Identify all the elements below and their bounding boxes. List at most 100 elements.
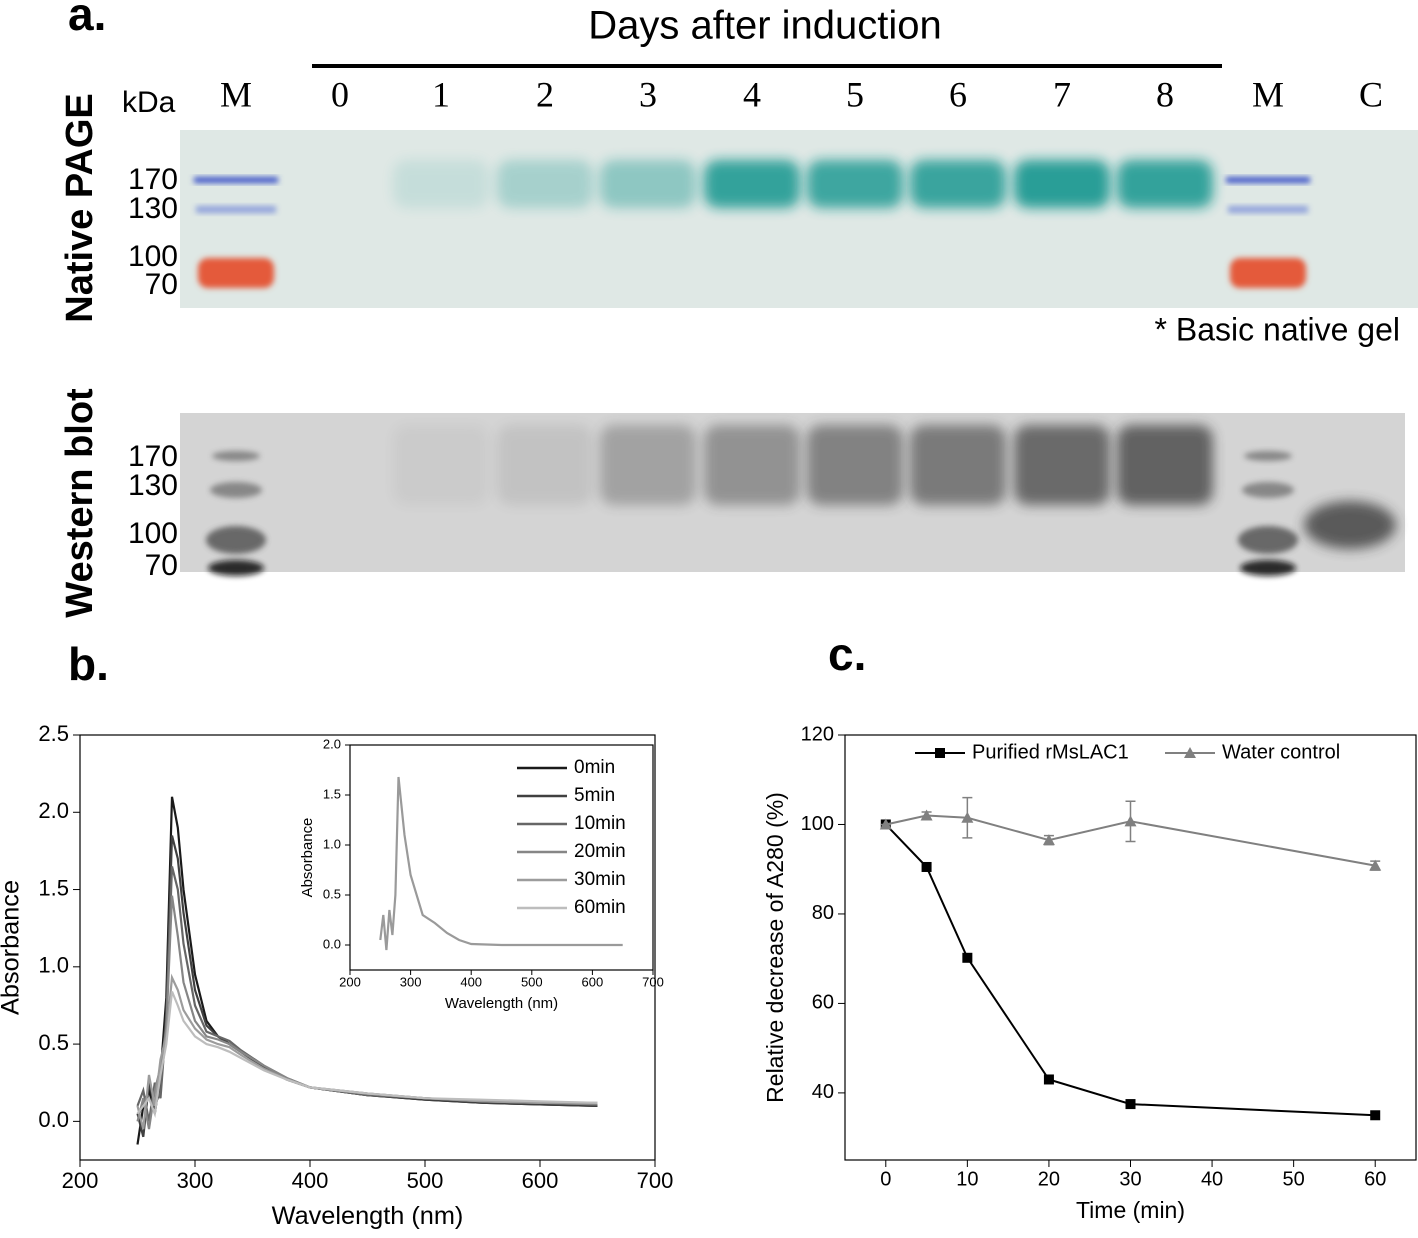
marker-label: 70 <box>145 549 178 582</box>
x-tick-label: 500 <box>521 974 543 989</box>
band <box>600 425 696 505</box>
marker <box>921 861 932 872</box>
marker-label: 100 <box>128 517 178 550</box>
x-tick-label: 400 <box>292 1168 329 1193</box>
x-tick-label: 300 <box>177 1168 214 1193</box>
marker <box>1184 747 1196 758</box>
y-tick-label: 0.0 <box>38 1107 69 1132</box>
marker-band <box>212 451 260 461</box>
panel-label: a. <box>68 0 106 40</box>
band <box>497 425 593 505</box>
series-line <box>379 776 623 951</box>
marker-band <box>210 482 262 498</box>
x-tick-label: 20 <box>1038 1168 1060 1190</box>
lane-label: 0 <box>331 74 349 114</box>
marker <box>879 818 892 830</box>
y-axis-label: Relative decrease of A280 (%) <box>762 792 788 1103</box>
y-axis-label: Absorbance <box>0 880 25 1015</box>
marker-band <box>1228 206 1308 213</box>
y-tick-label: 2.0 <box>38 798 69 823</box>
x-tick-label: 400 <box>460 974 482 989</box>
y-tick-label: 120 <box>801 723 834 745</box>
x-tick-label: 0 <box>880 1168 891 1190</box>
lane-label: 1 <box>432 74 450 114</box>
legend-label: Water control <box>1222 741 1340 763</box>
legend-label: 20min <box>574 841 626 862</box>
header: Days after induction <box>588 4 942 48</box>
x-tick-label: 700 <box>642 974 664 989</box>
lane-label: 5 <box>846 74 864 114</box>
band <box>807 160 903 208</box>
marker-band <box>206 526 266 554</box>
band <box>807 425 903 505</box>
lane-label: M <box>220 74 252 114</box>
panel-label: b. <box>68 638 109 690</box>
lane-label: C <box>1359 74 1383 114</box>
marker <box>920 809 933 821</box>
marker <box>1043 1074 1054 1085</box>
x-tick-label: 50 <box>1283 1168 1305 1190</box>
unit: kDa <box>122 86 176 119</box>
western-title: Western blot <box>59 388 101 618</box>
y-axis-label: Absorbance <box>299 818 316 898</box>
x-axis-label: Wavelength (nm) <box>272 1202 464 1230</box>
legend-label: 30min <box>574 869 626 890</box>
y-tick-label: 2.0 <box>323 736 341 751</box>
y-tick-label: 0.5 <box>38 1030 69 1055</box>
y-tick-label: 2.5 <box>38 721 69 746</box>
native-gel <box>180 130 1418 308</box>
y-tick-label: 60 <box>812 992 834 1014</box>
band <box>910 160 1006 208</box>
plot-frame <box>349 744 654 971</box>
legend-label: Purified rMsLAC1 <box>972 741 1129 763</box>
lane-label: M <box>1252 74 1284 114</box>
y-tick-label: 40 <box>812 1081 834 1103</box>
marker-band <box>1240 560 1296 576</box>
y-tick-label: 0.0 <box>323 936 341 951</box>
series-line <box>885 823 1376 1117</box>
x-tick-label: 10 <box>956 1168 978 1190</box>
marker <box>1042 834 1055 846</box>
lane-label: 8 <box>1156 74 1174 114</box>
marker-band <box>208 560 264 576</box>
y-tick-label: 100 <box>801 813 834 835</box>
lane-label: 3 <box>639 74 657 114</box>
panel-label: c. <box>828 628 866 680</box>
band <box>1014 160 1110 208</box>
x-tick-label: 40 <box>1201 1168 1223 1190</box>
x-tick-label: 200 <box>339 974 361 989</box>
y-tick-label: 80 <box>812 902 834 924</box>
y-tick-label: 1.0 <box>323 836 341 851</box>
band <box>393 160 489 208</box>
band <box>1304 501 1396 549</box>
marker <box>1369 859 1382 871</box>
marker <box>1370 1110 1381 1121</box>
band <box>1117 160 1213 208</box>
series-line <box>885 814 1376 867</box>
marker-label: 70 <box>145 268 178 301</box>
lane-label: 2 <box>536 74 554 114</box>
marker-label: 100 <box>128 240 178 273</box>
lane-label: 6 <box>949 74 967 114</box>
x-tick-label: 60 <box>1364 1168 1386 1190</box>
series-line <box>136 796 598 1145</box>
marker-band <box>1238 526 1298 554</box>
plot-frame <box>79 734 656 1161</box>
band <box>910 425 1006 505</box>
marker-band <box>1226 177 1310 183</box>
x-axis-label: Wavelength (nm) <box>445 995 558 1012</box>
marker-band <box>1230 258 1306 288</box>
band <box>497 160 593 208</box>
marker <box>961 811 974 823</box>
marker <box>962 952 973 963</box>
band <box>1117 425 1213 505</box>
x-axis-label: Time (min) <box>1076 1197 1185 1223</box>
marker-band <box>198 258 274 288</box>
marker <box>1125 1099 1136 1110</box>
marker-band <box>1244 451 1292 461</box>
x-tick-label: 30 <box>1119 1168 1141 1190</box>
marker-band <box>196 206 276 213</box>
legend-label: 60min <box>574 897 626 918</box>
gel-note: * Basic native gel <box>1155 311 1400 347</box>
legend-label: 10min <box>574 813 626 834</box>
